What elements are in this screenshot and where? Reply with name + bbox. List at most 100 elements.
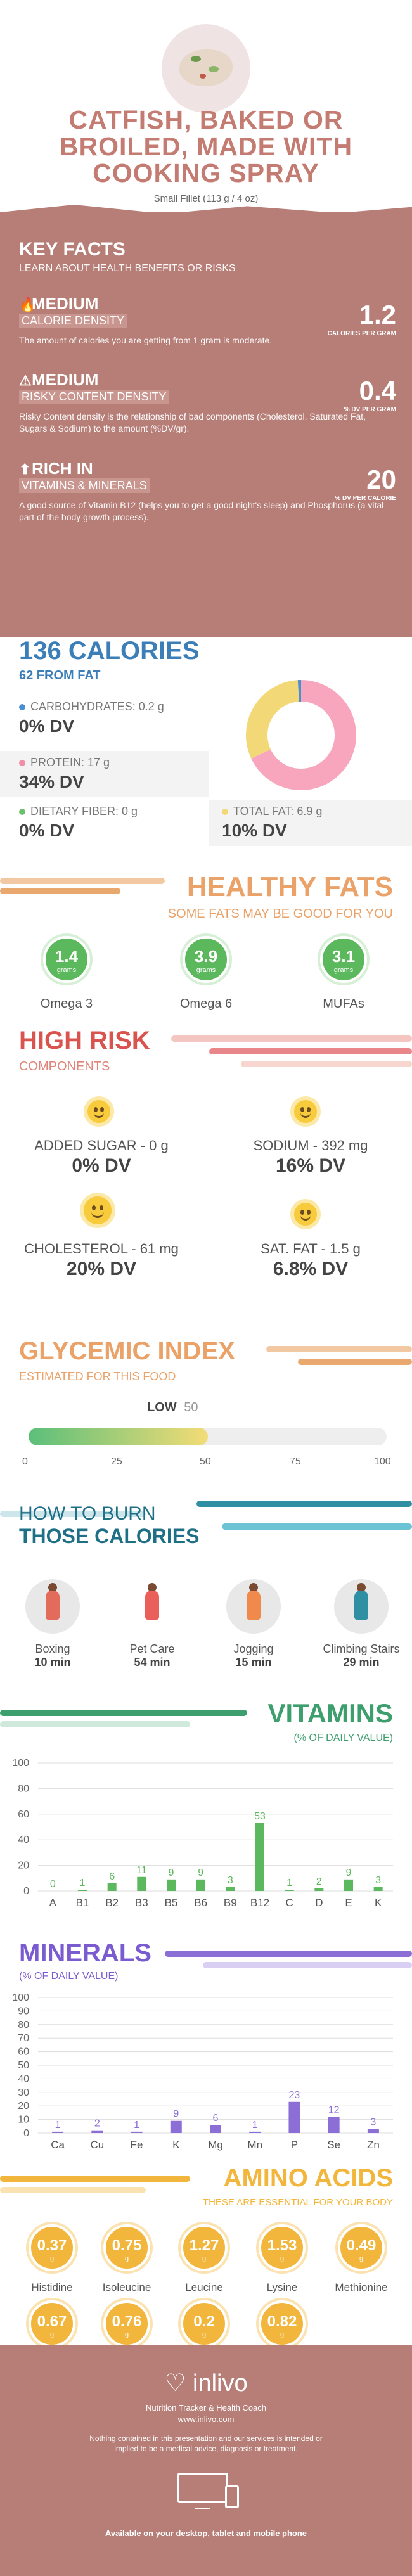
glycemic-track	[29, 1428, 387, 1445]
donut-slice-carbohydrates	[246, 680, 356, 790]
calories-subtitle: 62 FROM FAT	[19, 669, 101, 682]
omega6-label: Omega 6	[179, 997, 233, 1011]
bar-value-label: 3	[370, 2117, 376, 2128]
deco-stripe	[171, 1035, 412, 1042]
warning-icon: ⚠	[19, 373, 32, 388]
y-tick-label: 90	[18, 2006, 29, 2016]
gi-tick: 25	[111, 1456, 122, 1467]
amino-name: Leucine	[185, 2281, 223, 2293]
omega3-label: Omega 3	[40, 997, 93, 1011]
nutrient-dv: 10% DV	[222, 821, 287, 840]
amino-circle: 1.53 g	[259, 2224, 306, 2271]
eye	[100, 1107, 104, 1112]
nutrient-label: TOTAL FAT: 6.9 g	[233, 805, 323, 817]
amino-circle: 0.49 g	[338, 2224, 385, 2271]
up-arrow-icon: ⬆	[19, 461, 31, 477]
x-tick-label: K	[375, 1897, 382, 1909]
x-tick-label: Fe	[131, 2139, 143, 2151]
gi-tick: 100	[374, 1456, 391, 1467]
amino-isoleucine: 0.75 g Isoleucine	[89, 2224, 165, 2294]
nutrient-label: PROTEIN: 17 g	[30, 756, 110, 769]
high-risk-section: HIGH RISK COMPONENTS ADDED SUGAR - 0 g 0…	[0, 1027, 412, 1305]
key-fact-description: Risky Content density is the relationshi…	[19, 411, 366, 433]
carbs-dot	[19, 704, 25, 710]
amino-value: 0.37	[37, 2237, 67, 2254]
heart-logo-icon: ♡	[164, 2370, 186, 2397]
amino-unit: g	[124, 2331, 129, 2338]
glycemic-subtitle: ESTIMATED FOR THIS FOOD	[19, 1370, 176, 1383]
amino-name: Methionine	[335, 2281, 388, 2293]
key-fact-category: CALORIE DENSITY	[19, 314, 127, 328]
bar-value-label: 3	[375, 1875, 381, 1886]
stairs-icon	[334, 1579, 389, 1634]
deco-stripe	[203, 1962, 412, 1968]
bar-value-label: 1	[80, 1878, 86, 1888]
x-tick-label: K	[172, 2139, 180, 2151]
amino-circle: 0.37 g	[29, 2224, 75, 2271]
footer-url[interactable]: www.inlivo.com	[177, 2414, 235, 2424]
mouth	[94, 1112, 104, 1118]
food-photo	[162, 24, 250, 113]
deco-stripe	[0, 2187, 146, 2193]
calorie-donut-chart	[246, 680, 356, 790]
nutrient-dv: 0% DV	[19, 821, 75, 840]
fat-unit: grams	[196, 966, 216, 974]
fish-fillet	[179, 49, 233, 86]
bar-value-label: 23	[289, 2090, 300, 2101]
nutrient-label: CARBOHYDRATES: 0.2 g	[30, 700, 164, 713]
x-tick-label: B9	[224, 1897, 237, 1909]
amino-name: Lysine	[266, 2281, 298, 2293]
key-fact-description: A good source of Vitamin B12 (helps you …	[19, 500, 384, 522]
amino-circle: 1.27 g	[181, 2224, 228, 2271]
glycemic-value: 50	[184, 1400, 198, 1414]
amino-unit: g	[359, 2255, 364, 2262]
flame-icon: 🔥	[19, 297, 37, 312]
amino-unit: g	[49, 2255, 55, 2262]
amino-leucine: 1.27 g Leucine	[166, 2224, 242, 2294]
key-fact-unit: % DV PER GRAM	[344, 406, 396, 413]
fat-value: 3.9	[194, 947, 218, 966]
amino-lysine: 1.53 g Lysine	[244, 2224, 320, 2294]
pet-care-icon	[125, 1579, 179, 1634]
bar-k	[373, 1887, 383, 1891]
activity-time: 15 min	[235, 1656, 272, 1669]
cholesterol-label: CHOLESTEROL - 61 mg	[24, 1241, 179, 1257]
amino-value: 0.49	[346, 2237, 377, 2254]
fiber-dot	[19, 809, 25, 815]
bar-value-label: 9	[198, 1868, 203, 1878]
activity-climbing-stairs: Climbing Stairs 29 min	[317, 1579, 406, 1669]
key-fact-value: 0.4	[359, 376, 396, 406]
herb-garnish	[200, 74, 206, 79]
title-line: CATFISH, BAKED OR	[68, 105, 344, 134]
x-tick-label: A	[49, 1897, 57, 1909]
key-fact-risky-density: ⚠MEDIUM RISKY CONTENT DENSITY 0.4 % DV P…	[19, 371, 396, 435]
nutrient-carbs: CARBOHYDRATES: 0.2 g 0% DV	[19, 700, 164, 736]
deco-stripe	[298, 1359, 412, 1365]
x-tick-label: B6	[194, 1897, 207, 1909]
key-fact-value: 20	[366, 465, 396, 494]
hero-section: CATFISH, BAKED OR BROILED, MADE WITH COO…	[0, 0, 412, 204]
jogging-icon	[226, 1579, 281, 1634]
mouth	[300, 1214, 311, 1221]
monitor-shape	[177, 2473, 228, 2503]
omega3-circle: 1.4 grams	[43, 936, 90, 983]
high-risk-subtitle: COMPONENTS	[19, 1060, 110, 1073]
activity-pet-care: Pet Care 54 min	[117, 1579, 187, 1669]
activity-time: 29 min	[343, 1656, 380, 1669]
fat-dot	[222, 809, 228, 815]
glycemic-title: GLYCEMIC INDEX	[19, 1337, 235, 1365]
minerals-title: MINERALS	[19, 1939, 151, 1967]
burn-title-2: THOSE CALORIES	[19, 1525, 200, 1548]
nutrient-label-row: CARBOHYDRATES: 0.2 g	[19, 700, 164, 714]
donut-slice-total-fat	[246, 680, 356, 790]
y-tick-label: 20	[18, 2101, 29, 2111]
fat-value: 3.1	[332, 947, 356, 966]
eye	[300, 1107, 304, 1112]
herb-garnish	[191, 56, 201, 62]
bar-value-label: 1	[55, 2120, 61, 2131]
activity-name: Boxing	[35, 1643, 70, 1655]
amino-unit: g	[280, 2255, 285, 2262]
figure-head	[148, 1583, 157, 1592]
calories-title: 136 CALORIES	[19, 637, 200, 665]
key-fact-value: 1.2	[359, 300, 396, 330]
